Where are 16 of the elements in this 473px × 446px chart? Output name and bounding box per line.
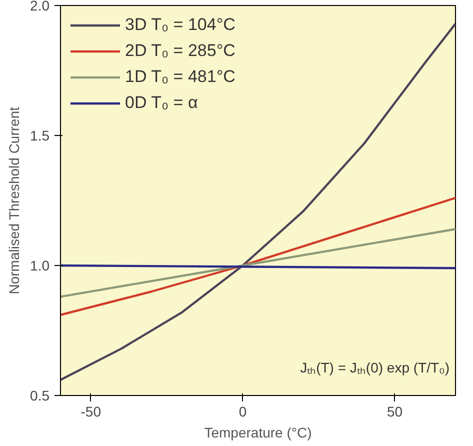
y-tick-label: 0.5 [30, 388, 50, 404]
x-tick-label: 0 [238, 404, 247, 420]
legend-label: 2D T₀ = 285°C [125, 41, 236, 61]
y-tick-label: 2.0 [30, 0, 50, 14]
x-tick-label: 50 [386, 404, 403, 420]
x-tick-label: -50 [80, 404, 102, 420]
line-series [60, 196, 456, 316]
x-axis-title: Temperature (°C) [204, 424, 312, 440]
y-axis-title: Normalised Threshold Current [6, 106, 22, 294]
legend-label: 0D T₀ = α [125, 93, 198, 113]
line-series [60, 228, 456, 298]
y-tick-label: 1.5 [30, 128, 50, 144]
annotation: Jₜₕ(T) = Jₜₕ(0) exp (T/T₀) [300, 360, 450, 376]
legend-label: 3D T₀ = 104°C [125, 15, 236, 35]
legend-label: 1D T₀ = 481°C [125, 67, 236, 87]
y-tick-label: 1.0 [30, 258, 50, 274]
